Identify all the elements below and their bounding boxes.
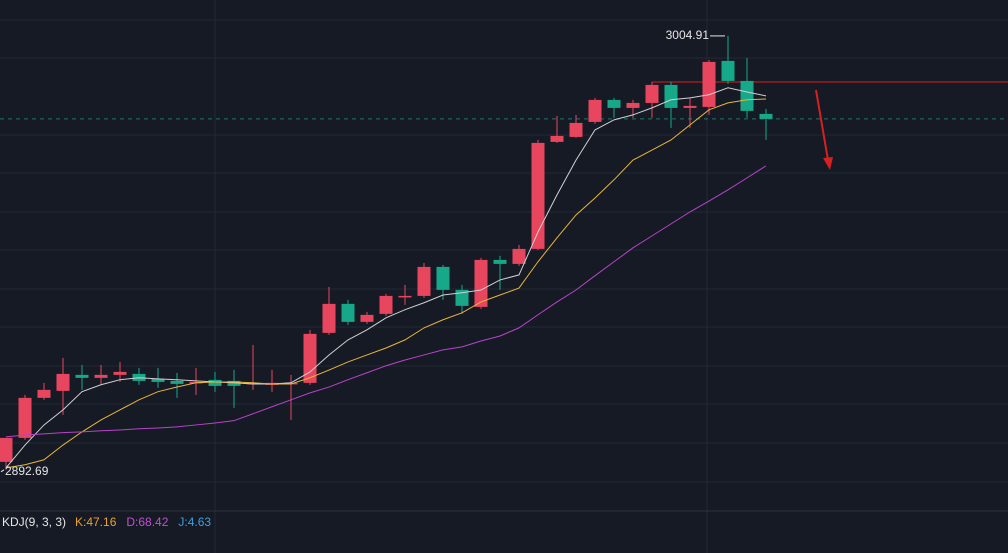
moving-average [5,87,767,469]
candle-body [721,60,735,81]
indicator-title: KDJ(9, 3, 3) [2,515,66,529]
candle-body [227,380,241,386]
candle-body [398,295,412,298]
candle-body [455,289,469,306]
candle-body [151,378,165,382]
candle-body [493,259,507,264]
candle-body [322,303,336,333]
candle-body [474,259,488,307]
candle-body [626,102,640,108]
candle-body [512,248,526,264]
candle-body [645,84,659,103]
candle-body [436,266,450,290]
candle-body [683,105,697,108]
max-label: 3004.91 [666,28,710,42]
indicator-value: K:47.16 [75,515,117,529]
candle-body [664,84,678,108]
moving-average [5,165,767,438]
moving-average [5,98,767,469]
candle-body [569,122,583,137]
candle-body [94,374,108,378]
candle-body [170,380,184,384]
candle-body [531,142,545,249]
indicator-value: D:68.42 [126,515,168,529]
candle-body [18,397,32,438]
candle-body [550,135,564,142]
arrow [815,89,833,170]
candle-body [303,333,317,383]
min-label: 2892.69 [5,464,49,478]
candle-body [379,295,393,314]
candle-body [607,99,621,108]
candle-body [113,371,127,375]
candle-body [56,373,70,391]
candle-body [0,437,13,462]
candle-body [208,379,222,386]
candle-body [740,80,754,111]
candle-body [759,113,773,119]
candle-body [37,389,51,398]
candle-body [75,374,89,378]
candle-body [702,61,716,107]
candle-body [341,303,355,322]
candle-body [588,99,602,122]
min-pointer [0,469,5,473]
candle-body [417,266,431,296]
indicator-value: J:4.63 [178,515,211,529]
candle-body [360,314,374,322]
